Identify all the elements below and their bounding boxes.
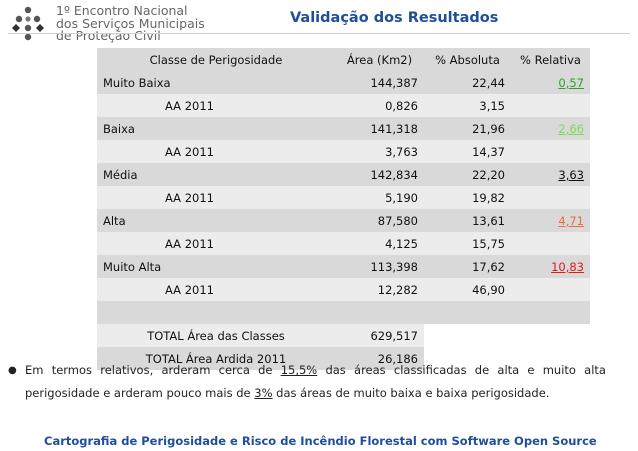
row-absoluta: 21,96 [424,117,511,140]
row-absoluta: 22,44 [424,71,511,94]
bullet-icon: ● [8,365,17,376]
row-absoluta: 22,20 [424,163,511,186]
table-row-class: Baixa 141,318 21,96 2,66 [97,117,590,140]
row-relativa [511,94,590,117]
row-label: AA 2011 [97,140,335,163]
row-label: AA 2011 [97,232,335,255]
row-relativa [511,186,590,209]
table-row-aa2011: AA 2011 3,763 14,37 [97,140,590,163]
row-label: Muito Baixa [97,71,335,94]
conclusion-text: Em termos relativos, arderam cerca de 15… [25,359,606,405]
logo-line-1: 1º Encontro Nacional [56,3,188,18]
row-area: 142,834 [335,163,424,186]
row-relativa [511,232,590,255]
row-label: AA 2011 [97,186,335,209]
row-absoluta: 46,90 [424,278,511,301]
row-area: 5,190 [335,186,424,209]
row-area: 4,125 [335,232,424,255]
header-classe: Classe de Perigosidade [97,48,335,71]
slide-title: Validação dos Resultados [290,10,499,26]
row-label: Média [97,163,335,186]
row-absoluta: 13,61 [424,209,511,232]
conclusion-part-1: Em termos relativos, arderam cerca de [25,363,281,377]
total-ardida-label: TOTAL Área Ardida 2011 [97,347,335,370]
row-relativa: 0,57 [511,71,590,94]
row-relativa: 2,66 [511,117,590,140]
table-body: Muito Baixa 144,387 22,44 0,57 AA 2011 0,826 3… [97,71,590,301]
row-label: AA 2011 [97,278,335,301]
row-area: 0,826 [335,94,424,117]
table-row-aa2011: AA 2011 5,190 19,82 [97,186,590,209]
header-area: Área (Km2) [335,48,424,71]
results-table: Classe de Perigosidade Área (Km2) % Abso… [97,48,590,370]
total-classes-row: TOTAL Área das Classes 629,517 [97,324,590,347]
table-row-aa2011: AA 2011 0,826 3,15 [97,94,590,117]
total-ardida-row: TOTAL Área Ardida 2011 26,186 [97,347,590,370]
row-absoluta: 19,82 [424,186,511,209]
row-area: 144,387 [335,71,424,94]
row-area: 141,318 [335,117,424,140]
row-relativa: 10,83 [511,255,590,278]
table-row-class: Muito Alta 113,398 17,62 10,83 [97,255,590,278]
table-row-class: Média 142,834 22,20 3,63 [97,163,590,186]
conclusion-pct-low: 3% [254,386,273,400]
table-row-aa2011: AA 2011 4,125 15,75 [97,232,590,255]
table-row-aa2011: AA 2011 12,282 46,90 [97,278,590,301]
row-area: 12,282 [335,278,424,301]
header-absoluta: % Absoluta [424,48,511,71]
table-row-class: Muito Baixa 144,387 22,44 0,57 [97,71,590,94]
table-spacer-row [97,301,590,324]
conclusion-paragraph: ● Em termos relativos, arderam cerca de … [8,359,606,405]
row-relativa: 3,63 [511,163,590,186]
row-absoluta: 3,15 [424,94,511,117]
proteccao-civil-logo-icon [12,6,44,41]
header-relativa: % Relativa [511,48,590,71]
row-area: 3,763 [335,140,424,163]
total-ardida-value: 26,186 [335,347,424,370]
row-relativa: 4,71 [511,209,590,232]
row-label: Muito Alta [97,255,335,278]
conclusion-pct-high: 15,5% [280,363,318,377]
table-header-row: Classe de Perigosidade Área (Km2) % Abso… [97,48,590,71]
row-relativa [511,140,590,163]
row-relativa [511,278,590,301]
row-area: 113,398 [335,255,424,278]
total-classes-value: 629,517 [335,324,424,347]
row-absoluta: 15,75 [424,232,511,255]
conclusion-part-3: das áreas de muito baixa e baixa perigos… [272,386,550,400]
conclusion-part-2: das áreas classificadas de alta e muito … [25,363,606,400]
row-label: Alta [97,209,335,232]
row-label: AA 2011 [97,94,335,117]
row-absoluta: 14,37 [424,140,511,163]
logo: 1º Encontro Nacional dos Serviços Munici… [8,4,268,44]
row-area: 87,580 [335,209,424,232]
row-absoluta: 17,62 [424,255,511,278]
logo-line-2: dos Serviços Municipais [56,15,205,31]
total-classes-label: TOTAL Área das Classes [97,324,335,347]
logo-text: 1º Encontro Nacional dos Serviços Munici… [56,3,205,43]
title-divider [8,33,630,34]
logo-line-3: de Proteção Civil [56,28,161,43]
footer-text: Cartografia de Perigosidade e Risco de I… [44,434,597,448]
row-label: Baixa [97,117,335,140]
table-row-class: Alta 87,580 13,61 4,71 [97,209,590,232]
